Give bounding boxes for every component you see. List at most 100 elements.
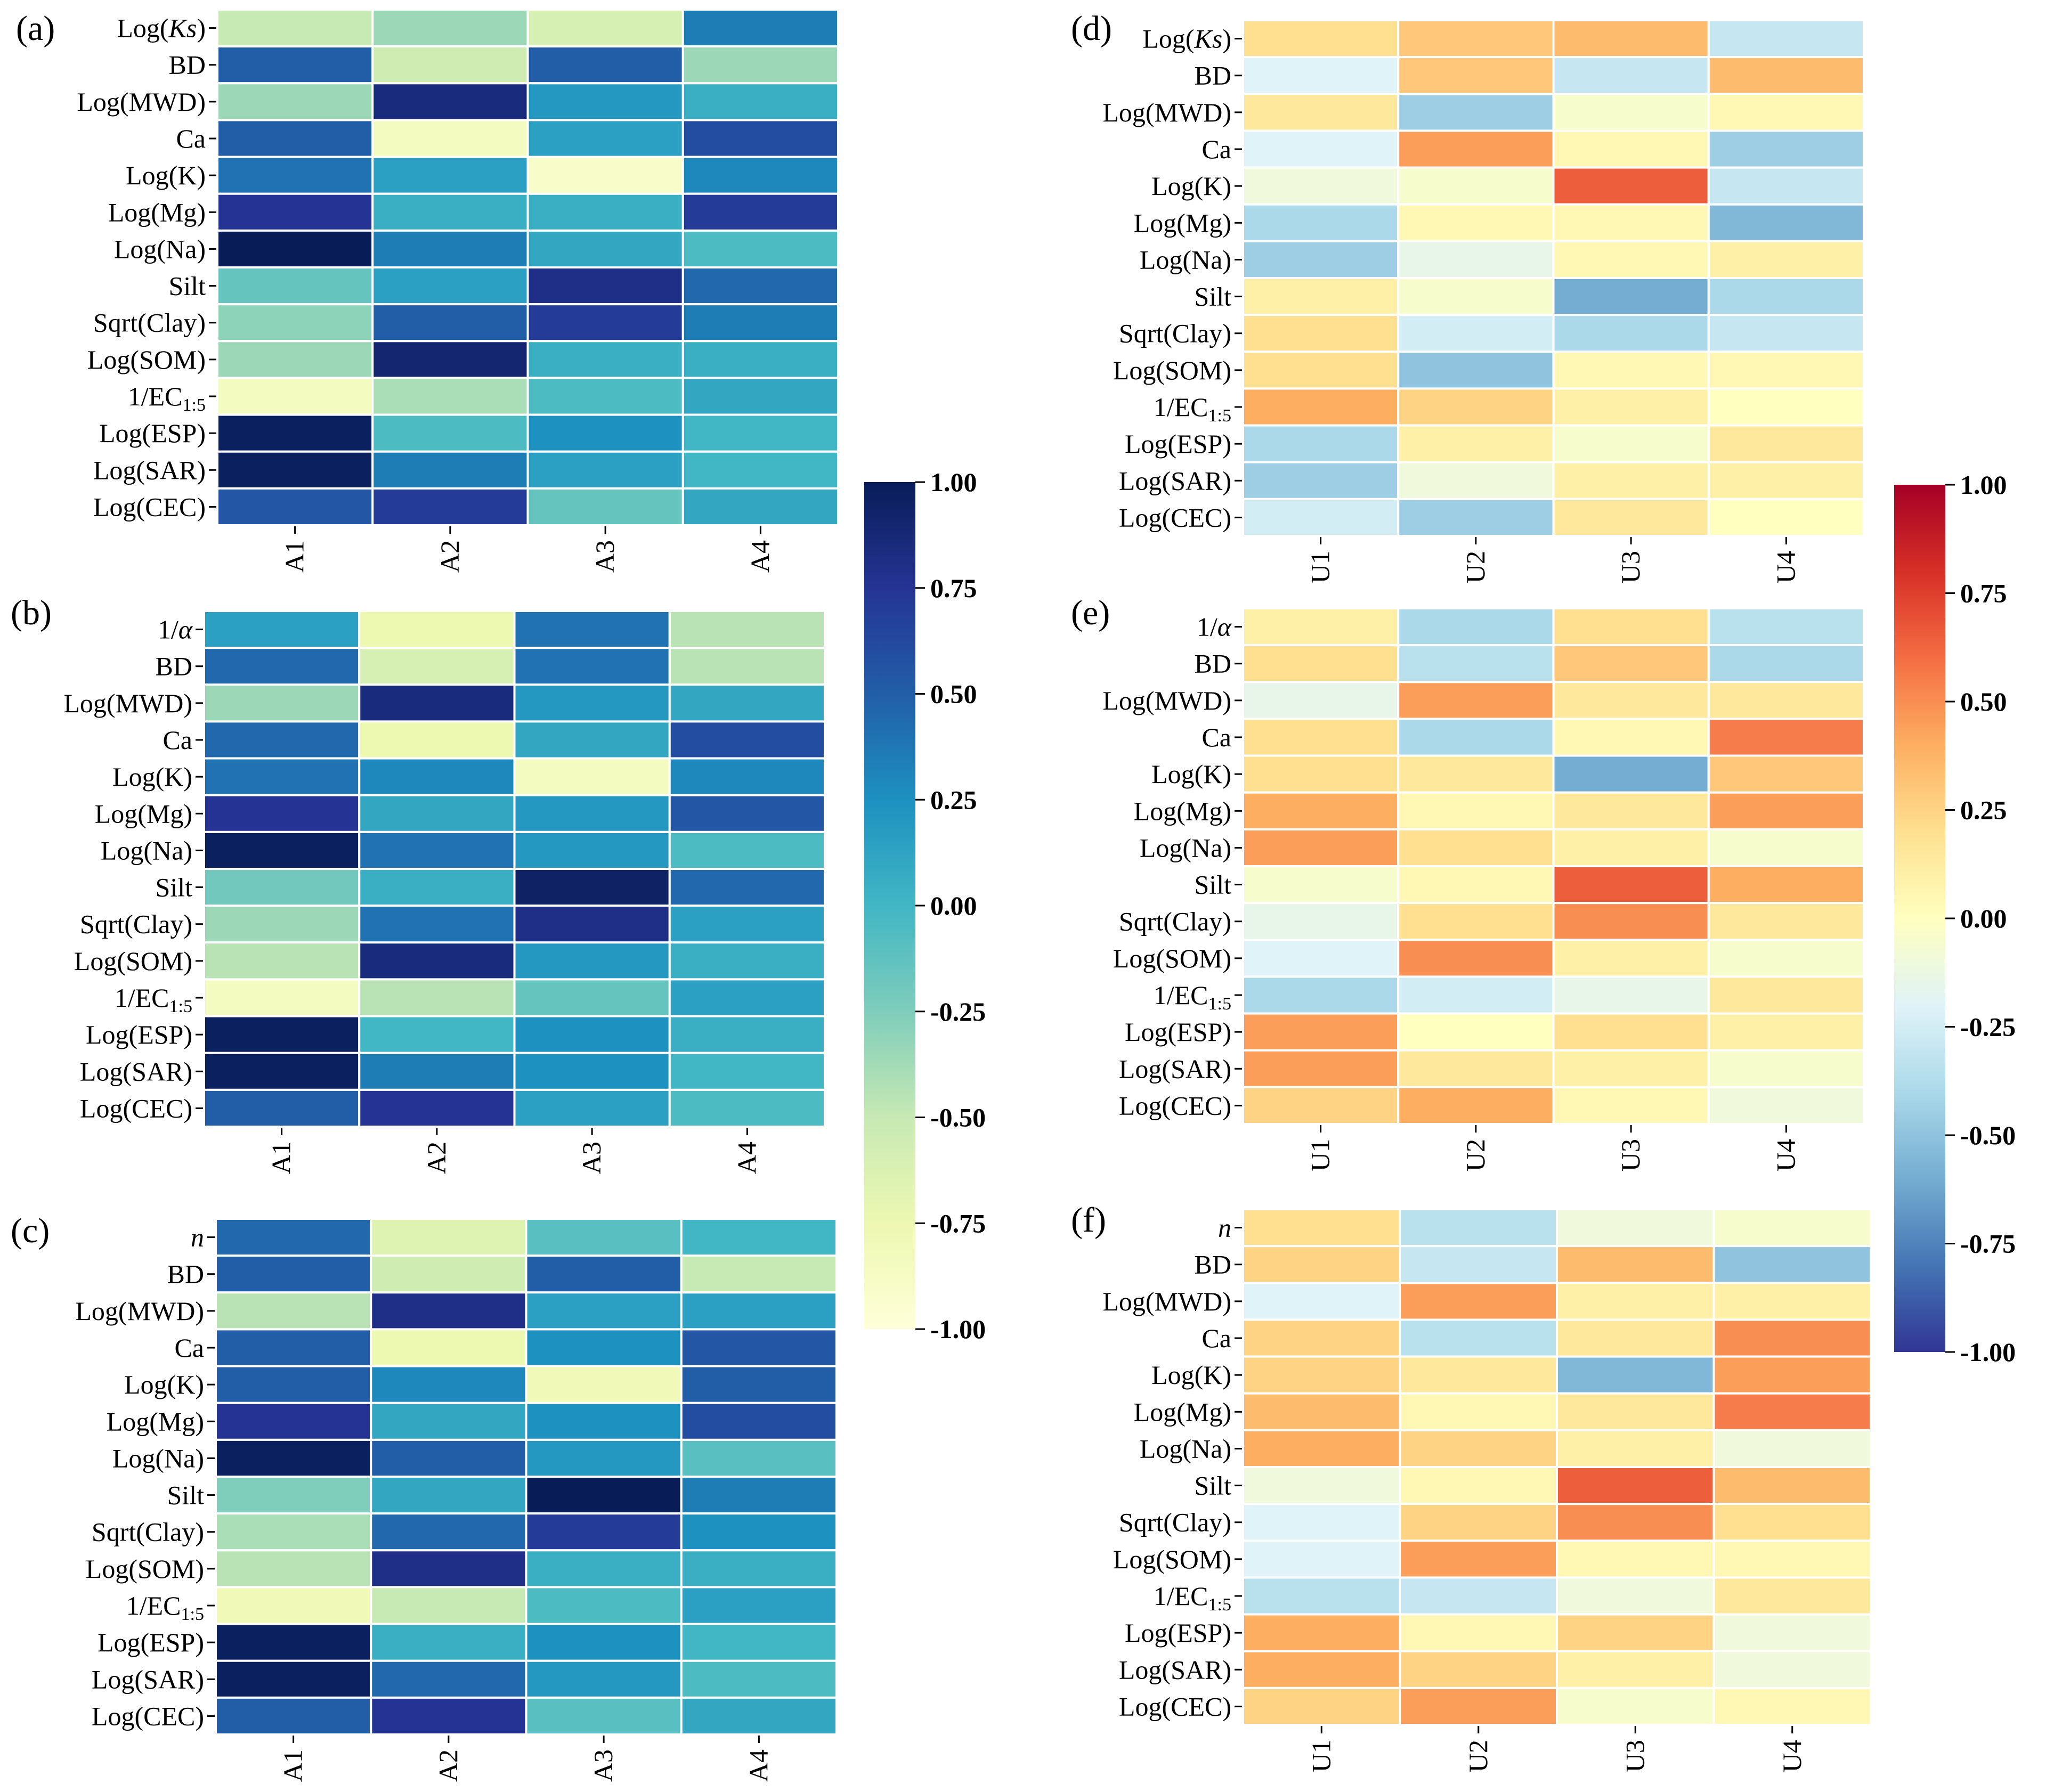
heatmap-cell — [1707, 681, 1865, 720]
row-label: Log(SOM) — [1113, 943, 1231, 973]
row-label: Log(SAR) — [1119, 1054, 1231, 1084]
heatmap-cell — [1707, 939, 1865, 978]
heatmap-cell — [358, 610, 516, 649]
heatmap-cell — [216, 487, 374, 526]
heatmap-cell — [668, 647, 826, 686]
heatmap-cell — [526, 303, 684, 343]
heatmap-cell — [203, 978, 361, 1017]
colorbar-red-blue: 1.00 0.75 0.50 0.25 0.00 -0.25 -0.50 -0.75 -1.00 — [1894, 470, 2016, 1367]
row-label: Silt — [1195, 282, 1232, 312]
heatmap-cell — [1242, 1687, 1401, 1726]
heatmap-cell — [1552, 607, 1710, 647]
col-label: U1 — [1306, 1740, 1336, 1772]
row-label: Silt — [156, 873, 193, 902]
col-label: A1 — [280, 540, 310, 573]
heatmap-cell — [681, 303, 839, 343]
heatmap-cell — [680, 1696, 838, 1736]
row-label: Log(CEC) — [1119, 502, 1231, 532]
heatmap-cell — [216, 377, 374, 416]
heatmap-cell — [1242, 314, 1400, 353]
row-label: Ca — [163, 725, 192, 755]
row-label: Log(MWD) — [75, 1296, 204, 1326]
heatmap-cell — [680, 1549, 838, 1589]
heatmap-cell — [370, 1218, 527, 1257]
heatmap-cell — [513, 794, 671, 833]
colorbar-tick-label: -0.75 — [1960, 1229, 2016, 1259]
heatmap-cell — [1556, 1466, 1715, 1505]
heatmap-cell — [513, 1088, 671, 1128]
row-label: BD — [1195, 1250, 1231, 1280]
heatmap-cell — [1242, 865, 1400, 905]
heatmap-cell — [1397, 681, 1555, 720]
heatmap-cell — [1552, 681, 1710, 720]
heatmap-cell — [680, 1218, 838, 1257]
heatmap-cell — [681, 487, 839, 526]
panel-label: (a) — [16, 9, 55, 48]
col-label: U4 — [1771, 1139, 1800, 1171]
heatmap-cell — [668, 720, 826, 760]
heatmap-cell — [358, 868, 516, 907]
heatmap-cell — [1397, 19, 1555, 59]
row-label: Log(Ks) — [1142, 24, 1231, 54]
heatmap-cell — [1552, 902, 1710, 941]
heatmap-cell — [216, 192, 374, 232]
row-label: Log(SOM) — [74, 946, 192, 976]
heatmap-cell — [1552, 865, 1710, 905]
row-label: n — [191, 1223, 204, 1252]
heatmap-cell — [216, 82, 374, 121]
colorbar-tick-label: 0.25 — [1960, 795, 2007, 825]
heatmap-cell — [1399, 1613, 1558, 1652]
heatmap-cell — [370, 1549, 527, 1589]
heatmap-cell — [1556, 1650, 1715, 1689]
heatmap-cell — [203, 683, 361, 723]
heatmap-cell — [358, 978, 516, 1017]
heatmap-cell — [215, 1659, 372, 1699]
col-label: U2 — [1460, 551, 1490, 583]
heatmap-cell — [371, 340, 529, 379]
row-label: Log(SAR) — [1119, 1655, 1231, 1684]
heatmap-cell — [526, 413, 684, 453]
heatmap-cell — [681, 340, 839, 379]
heatmap-cell — [215, 1402, 372, 1441]
heatmap-cell — [1242, 1282, 1401, 1321]
heatmap-cell — [526, 45, 684, 85]
heatmap-cell — [1707, 314, 1865, 353]
col-label: A3 — [577, 1142, 606, 1174]
heatmap-cell — [1242, 644, 1400, 683]
heatmap-cell — [1242, 1576, 1401, 1616]
row-label: Sqrt(Clay) — [92, 1517, 204, 1547]
heatmap-cell — [1242, 129, 1400, 169]
heatmap-cell — [681, 229, 839, 269]
heatmap-cell — [358, 647, 516, 686]
heatmap-cell — [370, 1291, 527, 1331]
row-label: Log(Mg) — [107, 1406, 204, 1436]
heatmap-cell — [1552, 314, 1710, 353]
heatmap-cell — [680, 1255, 838, 1294]
heatmap-cell — [681, 119, 839, 158]
heatmap-cell — [358, 1052, 516, 1091]
colorbar-tick-label: 0.75 — [1960, 579, 2007, 608]
row-label: Log(ESP) — [99, 418, 206, 448]
heatmap-cell — [513, 647, 671, 686]
col-label: U1 — [1305, 551, 1335, 583]
row-label: 1/EC1:5 — [115, 983, 192, 1016]
heatmap-cell — [525, 1623, 683, 1662]
row-label: Log(SOM) — [1113, 1544, 1231, 1574]
heatmap-cell — [371, 487, 529, 526]
heatmap-cell — [680, 1586, 838, 1625]
heatmap-cell — [1552, 240, 1710, 280]
row-label: Silt — [167, 1480, 205, 1510]
heatmap-cell — [680, 1365, 838, 1404]
heatmap-cell — [358, 683, 516, 723]
heatmap-cell — [525, 1255, 683, 1294]
heatmap-cell — [1399, 1576, 1558, 1616]
heatmap-cell — [216, 156, 374, 195]
colorbar-tick-label: 0.00 — [930, 891, 977, 921]
heatmap-cell — [525, 1512, 683, 1552]
heatmap-cell — [681, 9, 839, 48]
heatmap-cell — [513, 941, 671, 981]
row-label: Log(Na) — [1140, 1433, 1231, 1463]
heatmap-cell — [1712, 1650, 1872, 1689]
col-label: A4 — [732, 1142, 761, 1174]
colorbar-tick-label: -0.25 — [930, 997, 986, 1027]
